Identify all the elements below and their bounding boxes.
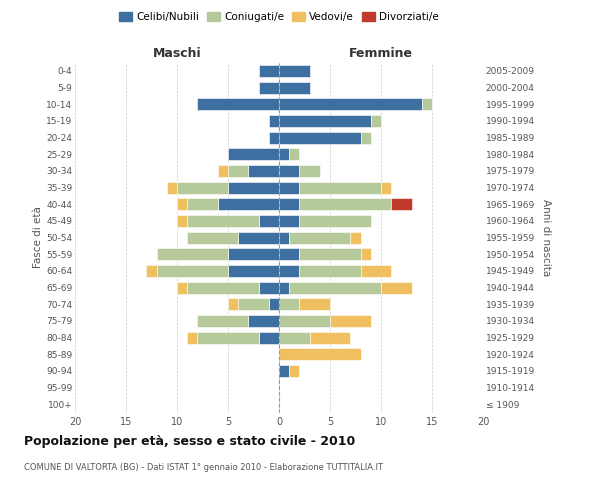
Bar [279,365,289,377]
Bar [371,115,381,127]
Bar [330,315,371,327]
Bar [269,132,279,143]
Bar [299,182,381,194]
Bar [259,282,279,294]
Bar [289,282,381,294]
Bar [177,282,187,294]
Bar [228,298,238,310]
Bar [146,265,157,277]
Text: COMUNE DI VALTORTA (BG) - Dati ISTAT 1° gennaio 2010 - Elaborazione TUTTITALIA.I: COMUNE DI VALTORTA (BG) - Dati ISTAT 1° … [24,462,383,471]
Bar [361,248,371,260]
Bar [228,165,248,177]
Bar [289,232,350,243]
Bar [381,282,412,294]
Bar [279,82,310,94]
Bar [259,215,279,227]
Bar [238,232,279,243]
Bar [279,98,422,110]
Bar [310,332,350,344]
Bar [279,248,299,260]
Bar [259,65,279,77]
Bar [238,298,269,310]
Bar [279,132,361,143]
Bar [269,298,279,310]
Bar [279,232,289,243]
Bar [279,182,299,194]
Bar [177,182,228,194]
Bar [228,148,279,160]
Bar [157,265,228,277]
Bar [381,182,391,194]
Bar [187,332,197,344]
Bar [279,298,299,310]
Bar [259,82,279,94]
Bar [157,248,228,260]
Bar [167,182,177,194]
Y-axis label: Anni di nascita: Anni di nascita [541,199,551,276]
Bar [299,265,361,277]
Bar [299,298,330,310]
Bar [289,365,299,377]
Bar [361,132,371,143]
Legend: Celibi/Nubili, Coniugati/e, Vedovi/e, Divorziati/e: Celibi/Nubili, Coniugati/e, Vedovi/e, Di… [115,8,443,26]
Bar [228,265,279,277]
Bar [197,98,279,110]
Bar [279,215,299,227]
Bar [299,215,371,227]
Bar [289,148,299,160]
Bar [187,215,259,227]
Text: Femmine: Femmine [349,47,413,60]
Bar [248,315,279,327]
Bar [299,198,391,210]
Bar [279,198,299,210]
Bar [279,282,289,294]
Bar [177,215,187,227]
Bar [279,315,330,327]
Bar [269,115,279,127]
Bar [197,315,248,327]
Bar [228,248,279,260]
Bar [299,248,361,260]
Bar [259,332,279,344]
Bar [279,115,371,127]
Bar [279,148,289,160]
Bar [197,332,259,344]
Bar [391,198,412,210]
Bar [279,348,361,360]
Bar [279,332,310,344]
Bar [218,165,228,177]
Bar [218,198,279,210]
Bar [248,165,279,177]
Bar [279,65,310,77]
Text: Popolazione per età, sesso e stato civile - 2010: Popolazione per età, sesso e stato civil… [24,435,355,448]
Bar [279,165,299,177]
Y-axis label: Fasce di età: Fasce di età [33,206,43,268]
Bar [228,182,279,194]
Bar [422,98,432,110]
Text: Maschi: Maschi [152,47,202,60]
Bar [187,232,238,243]
Bar [350,232,361,243]
Bar [187,282,259,294]
Bar [187,198,218,210]
Bar [361,265,391,277]
Bar [177,198,187,210]
Bar [299,165,320,177]
Bar [279,265,299,277]
